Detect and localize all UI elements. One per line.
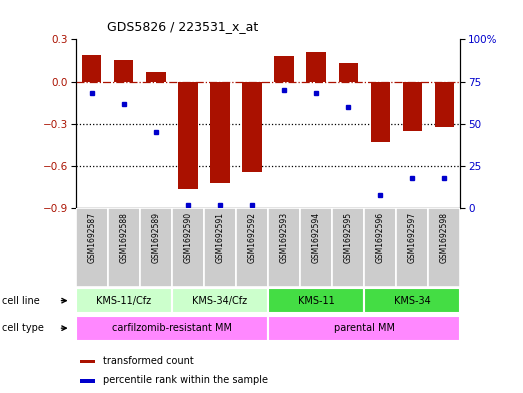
Text: GSM1692587: GSM1692587: [87, 212, 96, 263]
Text: GSM1692590: GSM1692590: [184, 212, 192, 263]
Bar: [435, 82, 454, 127]
Text: cell line: cell line: [2, 296, 39, 306]
Bar: [403, 82, 422, 131]
Text: KMS-11: KMS-11: [298, 296, 335, 306]
Text: KMS-11/Cfz: KMS-11/Cfz: [96, 296, 152, 306]
Text: parental MM: parental MM: [334, 323, 395, 333]
Bar: [204, 208, 236, 287]
Text: GSM1692588: GSM1692588: [119, 212, 128, 263]
Bar: [396, 208, 428, 287]
Bar: [82, 55, 101, 82]
Text: GSM1692596: GSM1692596: [376, 212, 384, 263]
Bar: [268, 316, 460, 341]
Bar: [370, 82, 390, 142]
Text: GSM1692591: GSM1692591: [215, 212, 224, 263]
Text: cell type: cell type: [2, 323, 43, 333]
Text: percentile rank within the sample: percentile rank within the sample: [103, 375, 268, 385]
Text: GSM1692594: GSM1692594: [312, 212, 321, 263]
Text: KMS-34: KMS-34: [394, 296, 430, 306]
Bar: [79, 379, 95, 383]
Bar: [268, 208, 300, 287]
Bar: [76, 316, 268, 341]
Text: transformed count: transformed count: [103, 356, 194, 365]
Bar: [172, 208, 204, 287]
Bar: [428, 208, 460, 287]
Bar: [114, 61, 133, 82]
Text: KMS-34/Cfz: KMS-34/Cfz: [192, 296, 247, 306]
Bar: [236, 208, 268, 287]
Text: GSM1692595: GSM1692595: [344, 212, 353, 263]
Bar: [275, 56, 293, 82]
Bar: [364, 288, 460, 313]
Bar: [76, 288, 172, 313]
Text: carfilzomib-resistant MM: carfilzomib-resistant MM: [112, 323, 232, 333]
Bar: [300, 208, 332, 287]
Bar: [268, 288, 364, 313]
Bar: [332, 208, 364, 287]
Bar: [172, 288, 268, 313]
Bar: [306, 52, 326, 82]
Bar: [210, 82, 230, 183]
Bar: [108, 208, 140, 287]
Text: GSM1692593: GSM1692593: [280, 212, 289, 263]
Bar: [79, 360, 95, 363]
Bar: [140, 208, 172, 287]
Text: GDS5826 / 223531_x_at: GDS5826 / 223531_x_at: [107, 20, 258, 33]
Bar: [243, 82, 262, 172]
Bar: [338, 63, 358, 82]
Bar: [178, 82, 198, 189]
Bar: [364, 208, 396, 287]
Text: GSM1692589: GSM1692589: [152, 212, 161, 263]
Text: GSM1692592: GSM1692592: [247, 212, 256, 263]
Text: GSM1692597: GSM1692597: [408, 212, 417, 263]
Bar: [76, 208, 108, 287]
Bar: [146, 72, 165, 82]
Text: GSM1692598: GSM1692598: [440, 212, 449, 263]
